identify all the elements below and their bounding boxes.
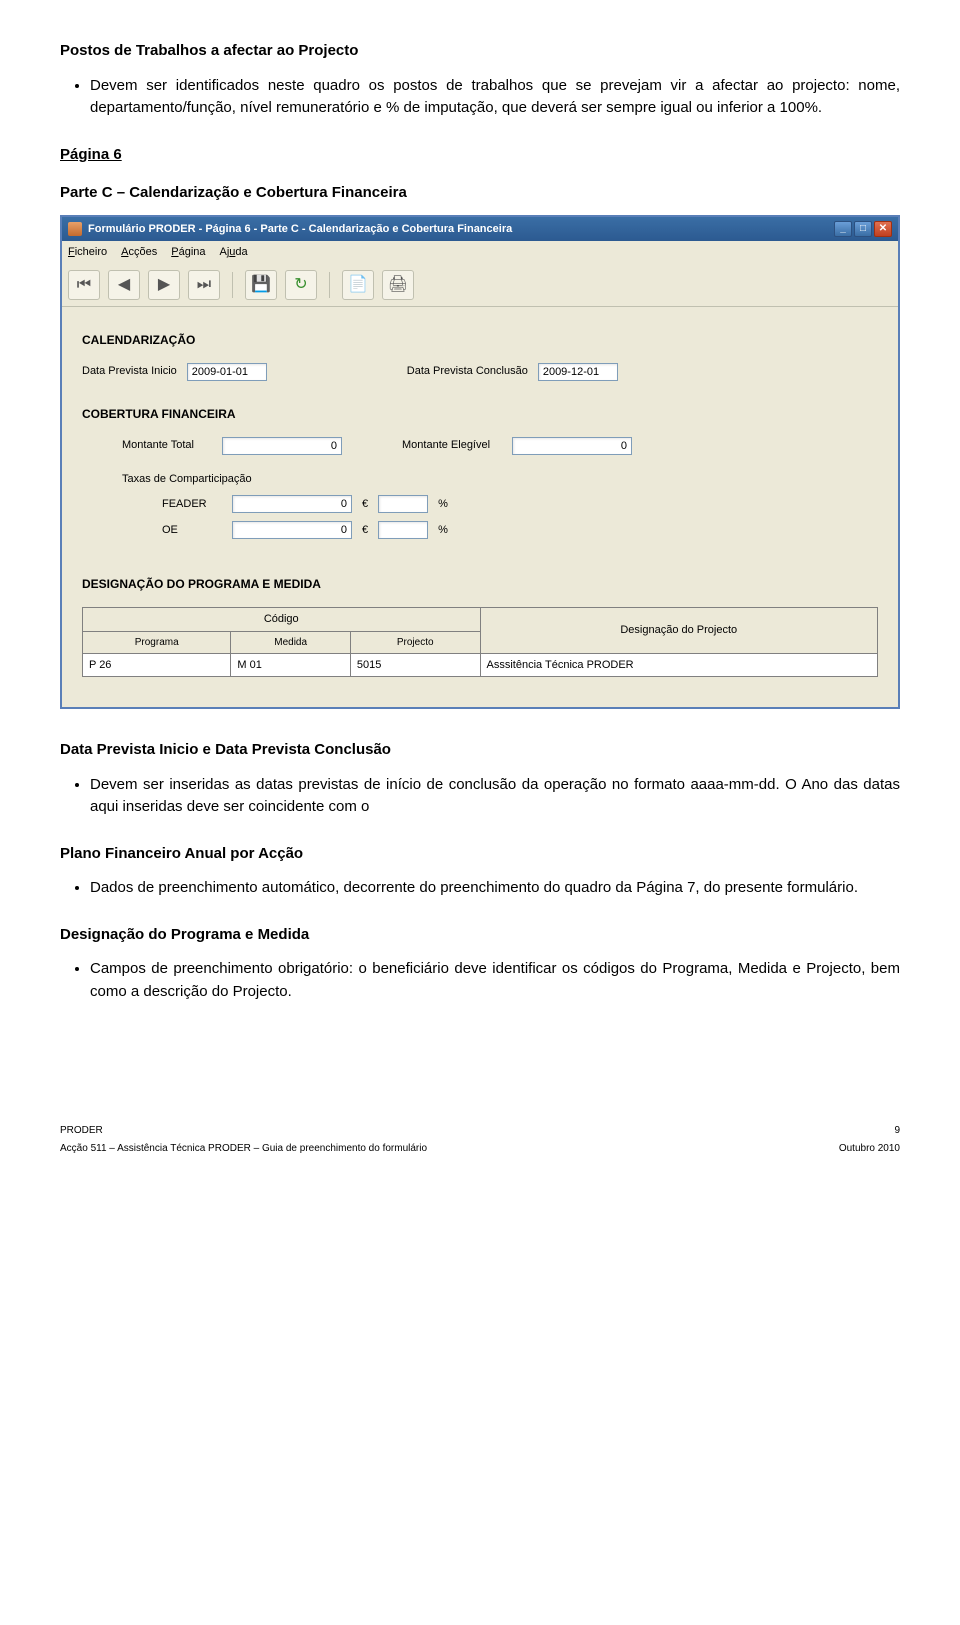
minimize-button[interactable]: _ bbox=[834, 221, 852, 237]
footer-page-number: 9 bbox=[894, 1123, 900, 1138]
toolbar: ⏮ ◀ ▶ ⏭ 💾 ↻ 📄 🖨 bbox=[62, 264, 898, 307]
pagina-heading: Página 6 bbox=[60, 144, 900, 167]
th-designacao: Designação do Projecto bbox=[480, 608, 878, 654]
parte-heading: Parte C – Calendarização e Cobertura Fin… bbox=[60, 182, 900, 205]
doc-button[interactable]: 📄 bbox=[342, 270, 374, 300]
print-button[interactable]: 🖨 bbox=[382, 270, 414, 300]
label-montante-elegivel: Montante Elegível bbox=[402, 437, 502, 454]
label-data-conclusao: Data Prevista Conclusão bbox=[407, 363, 528, 380]
label-data-inicio: Data Prevista Inicio bbox=[82, 363, 177, 380]
menu-pagina[interactable]: Página bbox=[171, 244, 205, 261]
bullet-text: Devem ser inseridas as datas previstas d… bbox=[90, 774, 900, 819]
input-montante-elegivel[interactable] bbox=[512, 437, 632, 455]
input-feader-val[interactable] bbox=[232, 495, 352, 513]
bullet-text: Dados de preenchimento automático, decor… bbox=[90, 877, 900, 900]
cell-medida[interactable]: M 01 bbox=[231, 653, 350, 677]
label-eur-2: € bbox=[362, 522, 368, 539]
cell-programa[interactable]: P 26 bbox=[83, 653, 231, 677]
input-feader-pct[interactable] bbox=[378, 495, 428, 513]
section-designacao: DESIGNAÇÃO DO PROGRAMA E MEDIDA bbox=[82, 575, 878, 593]
form-body: CALENDARIZAÇÃO Data Prevista Inicio Data… bbox=[62, 307, 898, 708]
codigo-table: Código Designação do Projecto Programa M… bbox=[82, 607, 878, 677]
bullet-text: Campos de preenchimento obrigatório: o b… bbox=[90, 958, 900, 1003]
label-oe: OE bbox=[162, 522, 222, 539]
java-icon bbox=[68, 222, 82, 236]
cell-projecto[interactable]: 5015 bbox=[350, 653, 480, 677]
maximize-button[interactable]: □ bbox=[854, 221, 872, 237]
table-row[interactable]: P 26 M 01 5015 Asssitência Técnica PRODE… bbox=[83, 653, 878, 677]
bullet-text: Devem ser identificados neste quadro os … bbox=[90, 75, 900, 120]
app-window: Formulário PRODER - Página 6 - Parte C -… bbox=[60, 215, 900, 710]
input-montante-total[interactable] bbox=[222, 437, 342, 455]
menubar: Ficheiro Acções Página Ajuda bbox=[62, 241, 898, 264]
label-pct-2: % bbox=[438, 522, 448, 539]
label-pct-1: % bbox=[438, 496, 448, 513]
titlebar: Formulário PRODER - Página 6 - Parte C -… bbox=[62, 217, 898, 242]
save-button[interactable]: 💾 bbox=[245, 270, 277, 300]
plano-title: Plano Financeiro Anual por Acção bbox=[60, 843, 900, 866]
section-title: Postos de Trabalhos a afectar ao Project… bbox=[60, 40, 900, 63]
label-taxas: Taxas de Comparticipação bbox=[122, 471, 252, 488]
close-button[interactable]: ✕ bbox=[874, 221, 892, 237]
th-medida: Medida bbox=[231, 631, 350, 653]
input-data-inicio[interactable] bbox=[187, 363, 267, 381]
last-page-button[interactable]: ⏭ bbox=[188, 270, 220, 300]
input-oe-val[interactable] bbox=[232, 521, 352, 539]
label-feader: FEADER bbox=[162, 496, 222, 513]
window-title: Formulário PRODER - Página 6 - Parte C -… bbox=[88, 221, 512, 238]
label-montante-total: Montante Total bbox=[122, 437, 212, 454]
th-projecto: Projecto bbox=[350, 631, 480, 653]
next-page-button[interactable]: ▶ bbox=[148, 270, 180, 300]
data-prev-title: Data Prevista Inicio e Data Prevista Con… bbox=[60, 739, 900, 762]
section-calendarizacao: CALENDARIZAÇÃO bbox=[82, 331, 878, 349]
input-data-conclusao[interactable] bbox=[538, 363, 618, 381]
footer-left-bot: Acção 511 – Assistência Técnica PRODER –… bbox=[60, 1141, 427, 1156]
prev-page-button[interactable]: ◀ bbox=[108, 270, 140, 300]
th-codigo: Código bbox=[83, 608, 481, 632]
first-page-button[interactable]: ⏮ bbox=[68, 270, 100, 300]
footer-left-top: PRODER bbox=[60, 1123, 103, 1138]
design-title: Designação do Programa e Medida bbox=[60, 924, 900, 947]
footer-right-bot: Outubro 2010 bbox=[839, 1141, 900, 1156]
refresh-button[interactable]: ↻ bbox=[285, 270, 317, 300]
menu-ajuda[interactable]: Ajuda bbox=[220, 244, 248, 261]
menu-ficheiro[interactable]: Ficheiro bbox=[68, 244, 107, 261]
section-cobertura: COBERTURA FINANCEIRA bbox=[82, 405, 878, 423]
cell-designacao[interactable]: Asssitência Técnica PRODER bbox=[480, 653, 878, 677]
label-eur-1: € bbox=[362, 496, 368, 513]
footer: PRODER 9 Acção 511 – Assistência Técnica… bbox=[60, 1123, 900, 1156]
th-programa: Programa bbox=[83, 631, 231, 653]
input-oe-pct[interactable] bbox=[378, 521, 428, 539]
menu-accoes[interactable]: Acções bbox=[121, 244, 157, 261]
